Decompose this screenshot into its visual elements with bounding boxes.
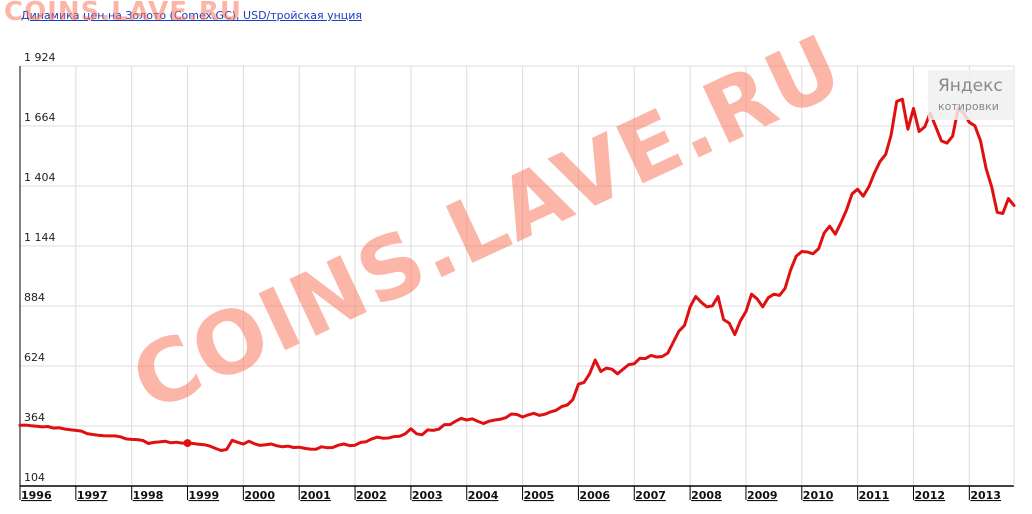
yandex-badge-line1: Яндекс [938,76,1003,96]
x-tick-label: 2001 [300,489,331,502]
x-tick-label: 2008 [691,489,722,502]
series-layer [18,97,1016,452]
y-tick-label: 1 664 [24,111,56,124]
x-tick-label: 1999 [189,489,220,502]
gold-price-line [18,97,1016,452]
x-tick-label: 2010 [803,489,834,502]
x-tick-label: 2013 [970,489,1001,502]
grid-layer [19,65,1015,487]
x-tick-label: 1996 [21,489,52,502]
y-tick-label: 624 [24,351,45,364]
chart-title-link[interactable]: Динамика цен на Золото (Comex.GC), USD/т… [21,9,363,22]
x-tick-label: 2005 [524,489,555,502]
y-tick-label: 1 404 [24,171,56,184]
y-tick-labels: 1 924 1 664 1 404 1 144 884 624 364 104 [24,51,56,484]
x-tick-label: 1998 [133,489,164,502]
x-tick-label: 2012 [914,489,945,502]
x-tick-label: 2007 [635,489,666,502]
y-tick-label: 1 924 [24,51,56,64]
x-tick-label: 2002 [356,489,387,502]
y-tick-label: 884 [24,291,45,304]
x-tick-label: 2011 [859,489,890,502]
x-tick-labels: 1996 1997 1998 1999 2000 2001 2002 2003 2004 2005… [19,486,1001,502]
highlight-point [183,439,192,448]
x-tick-label: 2000 [244,489,275,502]
y-tick-label: 364 [24,411,45,424]
x-tick-label: 2006 [579,489,610,502]
y-tick-label: 104 [24,471,45,484]
x-tick-label: 2004 [468,489,499,502]
yandex-quotes-badge[interactable]: Яндекс котировки [928,70,1014,120]
yandex-badge-line2: котировки [938,100,999,113]
y-tick-label: 1 144 [24,231,56,244]
watermark-small: COINS.LAVE.RU [4,0,243,27]
x-tick-label: 2009 [747,489,778,502]
x-tick-label: 1997 [77,489,108,502]
x-tick-label: 2003 [412,489,443,502]
